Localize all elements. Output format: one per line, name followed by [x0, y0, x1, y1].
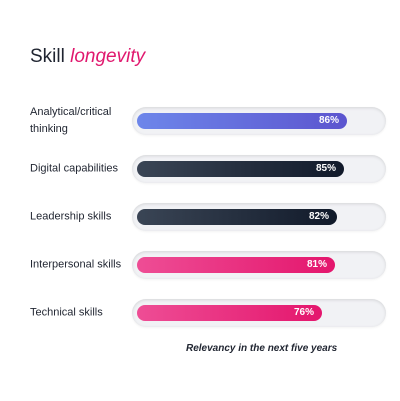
- category-label-digital-capabilities: Digital capabilities: [30, 162, 119, 175]
- category-label-interpersonal-skills: Interpersonal skills: [30, 258, 122, 271]
- chart-title: Skill longevity: [30, 46, 145, 68]
- bar-track-interpersonal-skills: 81%: [132, 251, 386, 279]
- bar-track-leadership-skills: 82%: [132, 203, 386, 231]
- bar-interpersonal-skills: 81%: [137, 257, 335, 273]
- bar-row-analytical-critical-thinking: Analytical/critical thinking 86%: [0, 106, 400, 136]
- bar-track-digital-capabilities: 85%: [132, 155, 386, 183]
- bar-row-digital-capabilities: Digital capabilities 85%: [0, 154, 400, 184]
- bar-row-technical-skills: Technical skills 76%: [0, 298, 400, 328]
- category-label-analytical-critical-thinking: Analytical/critical thinking: [30, 106, 112, 135]
- x-axis-label: Relevancy in the next five years: [186, 343, 338, 354]
- category-label-technical-skills: Technical skills: [30, 306, 103, 319]
- data-label-leadership-skills: 82%: [308, 211, 329, 222]
- data-label-analytical-critical-thinking: 86%: [318, 115, 339, 126]
- category-label-leadership-skills: Leadership skills: [30, 210, 112, 223]
- bar-digital-capabilities: 85%: [137, 161, 344, 177]
- bar-analytical-critical-thinking: 86%: [137, 113, 347, 129]
- data-label-technical-skills: 76%: [293, 307, 314, 318]
- bar-technical-skills: 76%: [137, 305, 322, 321]
- bar-track-analytical-critical-thinking: 86%: [132, 107, 386, 135]
- data-label-digital-capabilities: 85%: [315, 163, 336, 174]
- data-label-interpersonal-skills: 81%: [306, 259, 327, 270]
- bar-leadership-skills: 82%: [137, 209, 337, 225]
- bar-row-leadership-skills: Leadership skills 82%: [0, 202, 400, 232]
- bar-row-interpersonal-skills: Interpersonal skills 81%: [0, 250, 400, 280]
- chart-title-main: Skill: [30, 46, 65, 67]
- bar-track-technical-skills: 76%: [132, 299, 386, 327]
- chart-title-accent: longevity: [70, 46, 146, 67]
